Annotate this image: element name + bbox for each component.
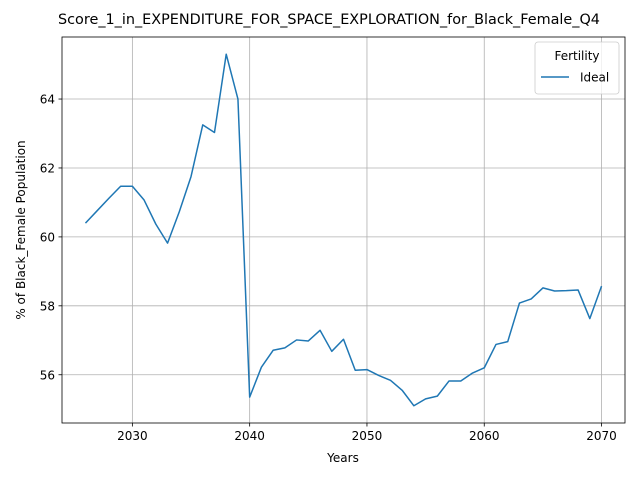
y-axis: 56 58 60 62 64 <box>40 93 62 382</box>
y-tick-label: 64 <box>40 93 55 107</box>
x-axis-label: Years <box>326 451 359 465</box>
series-lines <box>84 53 603 407</box>
x-tick-label: 2040 <box>234 429 265 443</box>
x-tick-label: 2050 <box>352 429 383 443</box>
grid <box>62 37 625 423</box>
y-tick-label: 60 <box>40 230 55 244</box>
y-tick-label: 58 <box>40 299 55 313</box>
y-tick-label: 62 <box>40 161 55 175</box>
y-axis-label: % of Black_Female Population <box>14 140 28 319</box>
x-tick-label: 2030 <box>117 429 148 443</box>
plot-area-frame <box>61 36 626 424</box>
x-tick-label: 2070 <box>586 429 617 443</box>
legend-box <box>534 41 620 95</box>
x-axis: 2030 2040 2050 2060 2070 <box>117 423 617 443</box>
chart-title: Score_1_in_EXPENDITURE_FOR_SPACE_EXPLORA… <box>58 12 600 28</box>
legend-title: Fertility <box>554 49 599 63</box>
y-tick-label: 56 <box>40 368 55 382</box>
x-tick-label: 2060 <box>469 429 500 443</box>
series-line-ideal <box>84 53 603 407</box>
legend-label: Ideal <box>580 71 609 85</box>
legend: Fertility Ideal <box>534 41 620 95</box>
